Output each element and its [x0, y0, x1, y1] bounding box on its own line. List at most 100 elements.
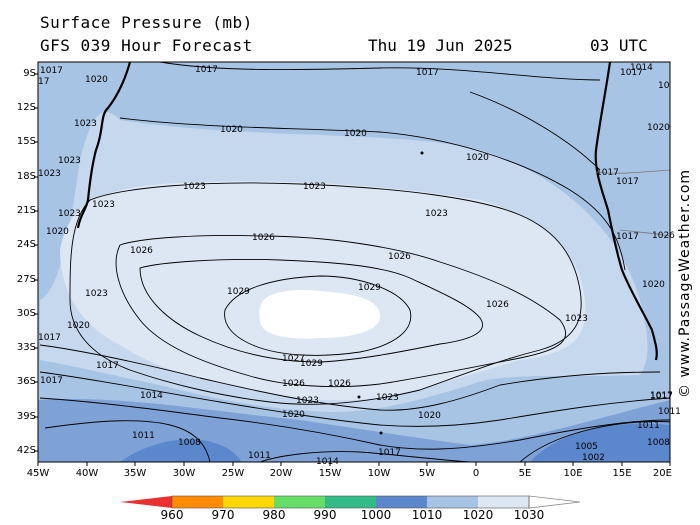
isobar-label: 1008 — [178, 438, 201, 448]
lat-label: 27S — [16, 274, 36, 285]
lon-label: 20E — [652, 468, 672, 479]
legend-swatch-970 — [172, 496, 223, 508]
lon-label: 5W — [418, 468, 436, 479]
isobar-label: 1017 — [40, 66, 63, 76]
isobar-label: 1027 — [282, 354, 305, 364]
legend-label: 980 — [262, 508, 286, 522]
isobar-label: 1017 — [195, 65, 218, 75]
isobar-label: 1017 — [650, 391, 673, 401]
isobar-label: 1020 — [418, 411, 441, 421]
lat-label: 12S — [16, 102, 36, 113]
lat-ticks — [34, 73, 38, 452]
isobar-label: 1017 — [378, 448, 401, 458]
lat-label: 18S — [16, 171, 36, 182]
isobar-label: 1023 — [183, 182, 206, 192]
isobar-label: 1029 — [227, 287, 250, 297]
lon-label: 45W — [26, 468, 50, 479]
legend-swatch-max — [528, 495, 581, 509]
lat-label: 30S — [16, 308, 36, 319]
legend-label: 960 — [160, 508, 184, 522]
site-credit: © www.PassageWeather.com — [677, 168, 693, 398]
isobar-label: 1017 — [96, 361, 119, 371]
forecast-time: 03 UTC — [590, 36, 648, 55]
lon-label: 10W — [367, 468, 391, 479]
isobar-label: 1008 — [647, 438, 670, 448]
legend-label: 1000 — [360, 508, 392, 522]
isobar-label: 1017 — [620, 68, 643, 78]
isobar-label: 1020 — [46, 227, 69, 237]
island-dot — [357, 395, 361, 399]
isobar-label: 1014 — [140, 391, 163, 401]
lon-label: 20W — [269, 468, 293, 479]
isobar-label: 1023 — [296, 396, 319, 406]
map-frame — [37, 61, 671, 463]
lon-label: 15E — [612, 468, 632, 479]
lon-label: 25W — [221, 468, 245, 479]
isobar-label: 1017 — [616, 177, 639, 187]
lon-label: 0 — [472, 468, 480, 479]
isobar-label: 1026 — [328, 379, 351, 389]
isobar-label: 1020 — [642, 280, 665, 290]
chart-title: Surface Pressure (mb) — [40, 13, 253, 32]
coastline — [76, 61, 658, 361]
isobar-label: 1026 — [130, 246, 153, 256]
isobar-label: 1026 — [252, 233, 275, 243]
isobar-label: 1023 — [425, 209, 448, 219]
lat-label: 21S — [16, 205, 36, 216]
borders — [595, 169, 671, 237]
legend-swatch-1010 — [376, 496, 427, 508]
isobar-label: 1023 — [376, 393, 399, 403]
lon-label: 10E — [563, 468, 583, 479]
isobar-label: 1029 — [358, 283, 381, 293]
isobar-label: 1017 — [38, 333, 61, 343]
lon-label: 40W — [75, 468, 99, 479]
lon-label: 30W — [172, 468, 196, 479]
island-dot — [379, 431, 383, 435]
legend-swatch-1030 — [478, 496, 529, 508]
isobar-label: 1023 — [565, 314, 588, 324]
isobar-label: 1023 — [92, 200, 115, 210]
isobar-label: 1023 — [303, 182, 326, 192]
isobar-label: 1020 — [282, 410, 305, 420]
legend-label: 970 — [211, 508, 235, 522]
lat-label: 36S — [16, 376, 36, 387]
isobar-label: 1023 — [74, 119, 97, 129]
isobar-label: 1011 — [658, 407, 681, 417]
forecast-date: Thu 19 Jun 2025 — [368, 36, 513, 55]
isobar-label: 1014 — [316, 457, 339, 467]
legend-swatch-1020 — [427, 496, 478, 508]
isobar-label: 1017 — [596, 168, 619, 178]
pressure-band-1030 — [259, 290, 381, 339]
isobar-label: 1020 — [466, 153, 489, 163]
isobar-label: 1023 — [85, 289, 108, 299]
isobar-label: 1026 — [486, 300, 509, 310]
isobar-label: 1017 — [616, 232, 639, 242]
isobar-labels: 1017 1020 17 1017 1017 1017 1014 1020 10… — [38, 63, 681, 467]
isobar-label: 1017 — [650, 392, 673, 402]
isobar-label: 1023 — [58, 209, 81, 219]
isobar-label: 1023 — [58, 156, 81, 166]
isobar-label: 17 — [38, 77, 49, 87]
legend-colorbar — [120, 495, 581, 509]
lat-label: 39S — [16, 411, 36, 422]
legend-swatch-980 — [223, 496, 274, 508]
isobar-label: 1026 — [388, 252, 411, 262]
lon-label: 35W — [123, 468, 147, 479]
legend-label: 1030 — [513, 508, 545, 522]
legend-label: 1020 — [462, 508, 494, 522]
isobar-label: 1020 — [344, 129, 367, 139]
isobar-label: 1011 — [248, 451, 271, 461]
lon-ticks — [37, 462, 671, 466]
isobar-label: 1017 — [40, 376, 63, 386]
isobar-label: 1020 — [67, 321, 90, 331]
isobar-label: 1017 — [416, 68, 439, 78]
lat-label: 15S — [16, 136, 36, 147]
isobar-label: 10 — [658, 81, 670, 91]
isobar-lines — [39, 61, 671, 463]
lon-label: 5E — [518, 468, 532, 479]
isobar-label: 1020 — [220, 125, 243, 135]
isobar-label: 1011 — [132, 431, 155, 441]
chart-subtitle: GFS 039 Hour Forecast — [40, 36, 253, 55]
legend-label: 1010 — [411, 508, 443, 522]
